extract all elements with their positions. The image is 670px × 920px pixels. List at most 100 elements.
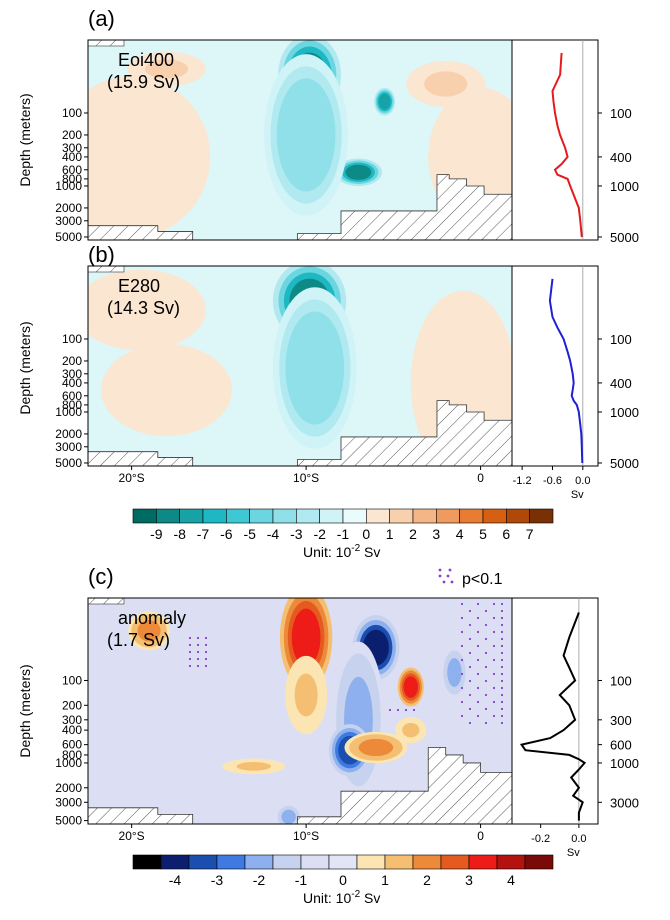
significance-dots [188,602,504,725]
colorbar-label: -8 [173,526,186,542]
sig-dot [196,636,200,640]
sig-dot [476,658,480,662]
sig-dot [500,672,504,676]
colorbar-swatch [132,854,162,870]
sig-dot [476,602,480,606]
ytick-left-label: 1000 [55,405,82,419]
colorbar-swatch [300,854,330,870]
ytick-left-label: 2000 [55,201,82,215]
ytick-right-label: 100 [610,673,632,688]
colorbar-label: -4 [169,872,182,888]
ytick-right-label: 300 [610,713,632,728]
sig-dot [460,616,464,620]
colorbar-swatch [356,854,386,870]
contour-blob [104,287,177,333]
colorbar-label: 4 [507,872,515,888]
colorbar-swatch [216,854,246,870]
colorbar-label: -7 [197,526,210,542]
colorbar-swatch [468,854,498,870]
colorbar-label: -4 [267,526,280,542]
ytick-right-label: 1000 [610,756,639,771]
xtick-label: 10°S [293,471,319,485]
colorbar-label: 0 [339,872,347,888]
sig-dot [460,602,464,606]
ytick-left-label: 3000 [55,795,82,809]
ytick-left-label: 2000 [55,427,82,441]
sig-dot [500,714,504,718]
sig-dot [500,693,504,697]
contour-blob [424,71,468,97]
sig-dot [492,714,496,718]
profile-line [551,52,583,238]
colorbar-swatch [179,508,204,524]
sig-dot [500,658,504,662]
sig-dot [196,650,200,654]
sig-dot [460,658,464,662]
topography-hatch-top [87,265,125,273]
colorbar-label: -5 [243,526,256,542]
ylabel-c: Depth (meters) [17,664,33,757]
sig-dot [492,658,496,662]
sig-dot [468,637,472,641]
sig-dot [484,679,488,683]
profile-xtick-label: -1.2 [513,475,532,487]
sig-dot [484,637,488,641]
sig-dot [188,664,192,668]
colorbar-label: -2 [253,872,266,888]
xtick-label: 20°S [119,471,145,485]
sig-dot [460,630,464,634]
ytick-left-label: 400 [62,376,82,390]
ytick-left-label: 1000 [55,179,82,193]
colorbar-label: 1 [381,872,389,888]
contour-blob [358,738,394,757]
significance-legend: p<0.1 [438,568,503,588]
sig-dot [484,721,488,725]
ytick-left-label: 300 [62,367,82,381]
colorbar-swatch [496,854,526,870]
colorbar-swatch [412,854,442,870]
profile-xlabel: Sv [571,489,584,501]
profile-xtick-label: -0.2 [531,833,550,845]
sig-dot [188,636,192,640]
sig-dot [196,643,200,647]
ytick-right-label: 1000 [610,179,639,194]
contour-blob [236,762,272,771]
colorbar-label: 6 [502,526,510,542]
sig-dot [500,637,504,641]
colorbar-swatch [342,508,367,524]
contour-blob [281,809,296,824]
colorbar-label: 3 [465,872,473,888]
sig-dot [492,602,496,606]
ytick-left-label: 200 [62,354,82,368]
ytick-left-label: 600 [62,389,82,403]
colorbar-label: -2 [313,526,326,542]
sig-dot [484,707,488,711]
sig-dot [396,708,400,712]
sig-dot [468,721,472,725]
experiment-total: (1.7 Sv) [107,630,170,650]
xtick-label: 0 [477,471,484,485]
ytick-left-label: 200 [62,128,82,142]
contour-blob [291,608,321,667]
ytick-left-label: 600 [62,738,82,752]
colorbar-label: 2 [409,526,417,542]
xtick-label: 10°S [293,829,319,843]
ytick-left-label: 100 [62,106,82,120]
ytick-right-label: 5000 [610,230,639,245]
ytick-right-label: 400 [610,150,632,165]
panel-label-c: (c) [88,564,114,589]
colorbar-swatch [226,508,250,524]
profile-xlabel: Sv [567,847,580,859]
ytick-right-label: 100 [610,106,632,121]
sig-dot [492,630,496,634]
sig-dot [500,623,504,627]
sig-dot [484,609,488,613]
colorbar-swatch [412,508,437,524]
sig-dot [476,630,480,634]
sig-dot [492,672,496,676]
sig-dot [484,623,488,627]
colorbar-label: 0 [362,526,370,542]
profile-panel: 100 300 600 1000 3000 -0.2 0.0 Sv [511,597,639,859]
colorbar-swatch [319,508,344,524]
